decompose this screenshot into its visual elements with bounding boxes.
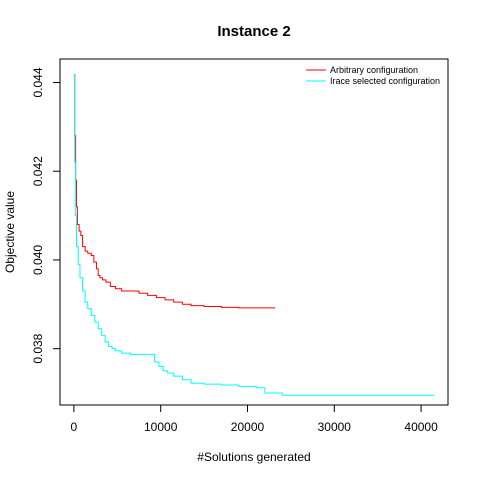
y-tick-label: 0.042 <box>31 156 45 186</box>
legend-label-1: Arbitrary configuration <box>330 65 418 75</box>
x-tick-label: 10000 <box>144 420 178 434</box>
x-tick-label: 30000 <box>318 420 352 434</box>
series-line-1 <box>73 74 276 309</box>
y-tick-label: 0.040 <box>31 245 45 275</box>
y-tick-label: 0.038 <box>31 333 45 363</box>
x-tick-label: 40000 <box>404 420 438 434</box>
series-layer <box>73 74 435 396</box>
chart-title: Instance 2 <box>217 23 290 40</box>
series-line-2 <box>73 74 435 396</box>
y-axis-label: Objective value <box>3 191 17 273</box>
x-axis-label: #Solutions generated <box>197 450 310 464</box>
x-axis: 0 10000 20000 30000 40000 <box>71 404 438 434</box>
legend-label-2: Irace selected configuration <box>330 76 440 86</box>
x-tick-label: 20000 <box>231 420 265 434</box>
y-tick-label: 0.044 <box>31 67 45 97</box>
x-tick-label: 0 <box>71 420 78 434</box>
y-axis: 0.038 0.040 0.042 0.044 <box>31 67 61 364</box>
